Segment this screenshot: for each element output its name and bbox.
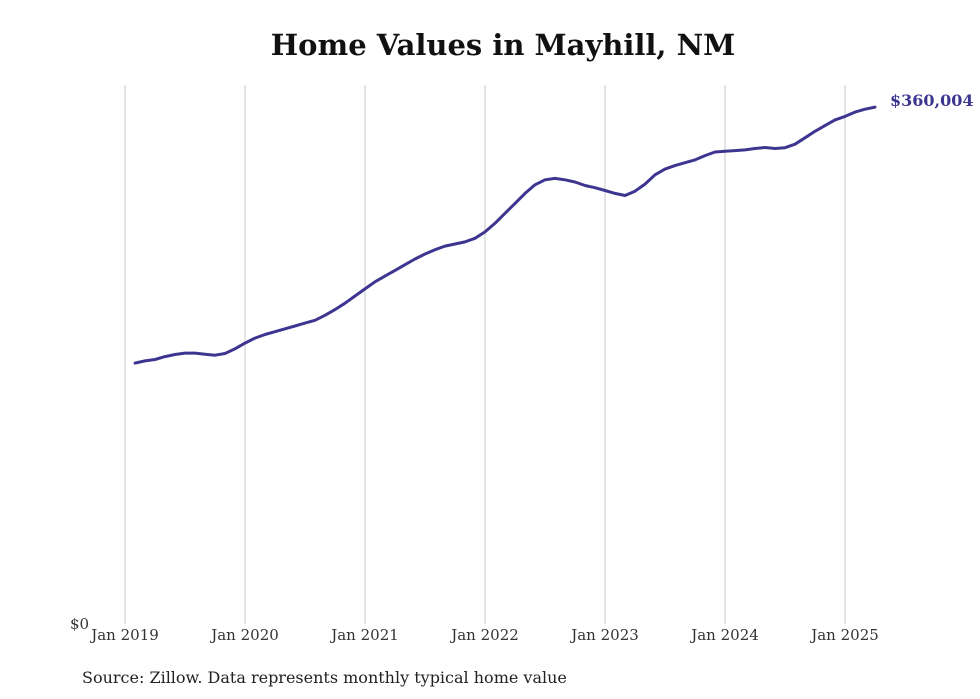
y-tick-label: $0 [70, 615, 89, 633]
series-line [133, 105, 877, 365]
x-tick-label: Jan 2024 [689, 626, 759, 644]
source-note: Source: Zillow. Data represents monthly … [82, 668, 567, 687]
x-tick-label: Jan 2020 [209, 626, 279, 644]
x-tick-label: Jan 2019 [89, 626, 159, 644]
chart-title: Home Values in Mayhill, NM [270, 28, 736, 62]
x-tick-label: Jan 2025 [809, 626, 879, 644]
end-value-label: $360,004 [890, 91, 974, 110]
x-tick-label: Jan 2021 [329, 626, 399, 644]
x-tick-label: Jan 2023 [569, 626, 639, 644]
x-tick-label: Jan 2022 [449, 626, 519, 644]
